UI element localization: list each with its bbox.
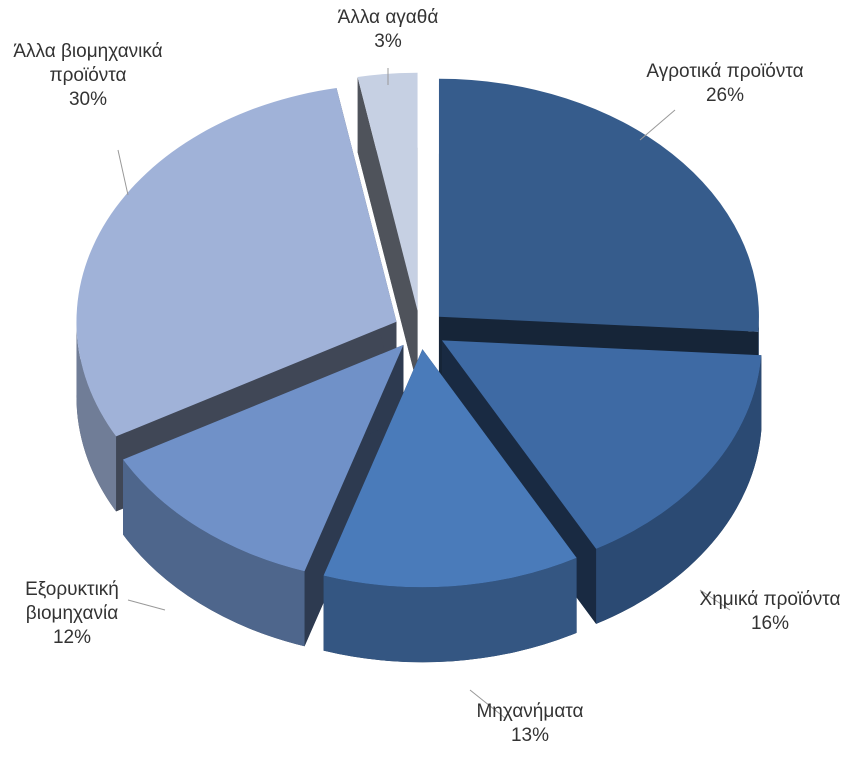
data-label: Αγροτικά προϊόντα 26% bbox=[615, 60, 835, 108]
category-label: Άλλα αγαθά bbox=[337, 7, 439, 28]
slice-side bbox=[596, 355, 762, 624]
value-label: 3% bbox=[374, 31, 402, 52]
category-label: Άλλα βιομηχανικά προϊόντα bbox=[13, 41, 163, 86]
data-label: Άλλα αγαθά 3% bbox=[308, 6, 468, 54]
value-label: 16% bbox=[750, 613, 790, 634]
category-label: Χημικά προϊόντα bbox=[699, 589, 841, 610]
value-label: 13% bbox=[510, 725, 550, 746]
category-label: Μηχανήματα bbox=[476, 701, 584, 722]
slice bbox=[123, 344, 404, 572]
data-label: Άλλα βιομηχανικά προϊόντα 30% bbox=[0, 40, 183, 112]
slice bbox=[357, 72, 418, 311]
category-label: Εξορυκτική βιομηχανία bbox=[25, 579, 119, 624]
leader-line bbox=[117, 149, 129, 196]
slice bbox=[438, 78, 759, 332]
leader-line bbox=[469, 689, 506, 719]
leader-line bbox=[127, 599, 166, 611]
data-label: Χημικά προϊόντα 16% bbox=[670, 588, 842, 636]
slice-edge bbox=[357, 76, 418, 386]
value-label: 26% bbox=[705, 85, 745, 106]
value-label: 30% bbox=[68, 89, 108, 110]
leader-line bbox=[699, 589, 731, 611]
slice-side bbox=[76, 321, 117, 512]
slice-side bbox=[123, 459, 305, 647]
data-label: Μηχανήματα 13% bbox=[430, 700, 630, 748]
slice bbox=[441, 340, 762, 549]
leader-line bbox=[639, 109, 676, 141]
value-label: 12% bbox=[52, 627, 92, 648]
slice bbox=[323, 349, 577, 588]
slice-side bbox=[323, 557, 577, 663]
slice bbox=[76, 87, 397, 437]
data-label: Εξορυκτική βιομηχανία 12% bbox=[2, 578, 142, 650]
category-label: Αγροτικά προϊόντα bbox=[646, 61, 804, 82]
